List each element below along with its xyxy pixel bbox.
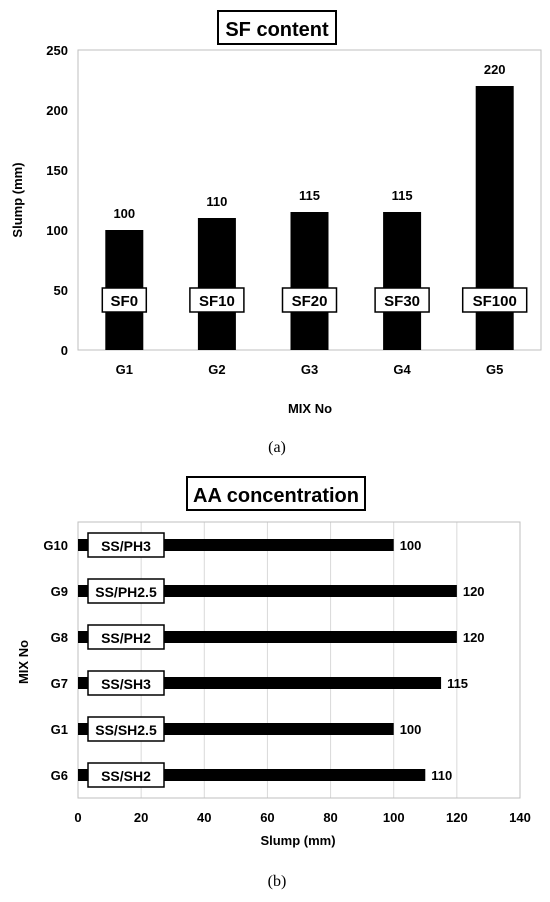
chart-b-bar — [78, 769, 426, 781]
chart-a-bar-tag: SF10 — [199, 293, 235, 310]
chart-b-bar-tag: SS/SH3 — [101, 676, 151, 692]
chart-b-x-tick-label: 140 — [509, 810, 531, 825]
chart-a-data-label: 220 — [484, 62, 506, 77]
chart-a-y-tick-label: 0 — [61, 343, 68, 358]
chart-b-y-tick-label: G6 — [51, 768, 68, 783]
chart-b-x-tick-label: 80 — [323, 810, 337, 825]
chart-b-data-label: 120 — [463, 584, 485, 599]
chart-b-data-label: 120 — [463, 630, 485, 645]
chart-b-bar — [78, 585, 457, 597]
chart-a-data-label: 115 — [392, 188, 413, 203]
chart-a-bar-tag-box — [461, 287, 528, 313]
chart-b-bar-tag-box — [87, 578, 165, 604]
chart-a-y-tick-label: 50 — [54, 283, 68, 298]
chart-a-y-tick-label: 100 — [46, 223, 68, 238]
chart-a-bar-tag: SF20 — [292, 293, 328, 310]
chart-b-bar-tag: SS/SH2.5 — [95, 722, 157, 738]
chart-b-x-tick-label: 0 — [74, 810, 81, 825]
chart-b-y-tick-label: G7 — [51, 676, 68, 691]
chart-a-bar — [383, 212, 422, 350]
chart-b-bars: 100 SS/PH3 120 SS/PH2.5 120 SS/PH2 115 SS/SH3 10… — [78, 532, 485, 788]
chart-b-y-tick-label: G1 — [51, 722, 68, 737]
chart-b-x-tick-label: 100 — [383, 810, 405, 825]
chart-b-x-tick-labels: 0 20 40 60 80 100 120 140 — [74, 810, 530, 825]
chart-b-y-tick-label: G10 — [43, 538, 68, 553]
chart-b-gridlines — [140, 522, 458, 798]
chart-b-bar-tag-box — [87, 624, 165, 650]
chart-a-x-tick-labels: G1 G2 G3 G4 G5 — [116, 362, 504, 377]
chart-a-x-tick-label: G4 — [393, 362, 411, 377]
chart-a-x-axis-label: MIX No — [288, 401, 332, 416]
chart-b-x-tick-label: 120 — [446, 810, 468, 825]
chart-a-bar — [290, 212, 329, 350]
chart-a-data-label: 115 — [299, 188, 320, 203]
chart-b-bar-tag-box — [87, 670, 165, 696]
chart-b: AA concentration 100 SS/PH3 120 SS/PH2.5 120… — [16, 476, 531, 890]
chart-b-bar-tag-box — [87, 532, 165, 558]
chart-a-caption: (a) — [268, 439, 286, 456]
chart-b-bar-tag-box — [87, 762, 165, 788]
chart-b-bar — [78, 677, 442, 689]
chart-b-x-tick-label: 60 — [260, 810, 274, 825]
chart-b-data-label: 100 — [400, 538, 422, 553]
chart-a-x-tick-label: G2 — [208, 362, 225, 377]
chart-a-bar-tag-box — [101, 287, 148, 313]
chart-b-bar-tag: SS/PH3 — [101, 538, 151, 554]
chart-a-bar-tag-box — [189, 287, 245, 313]
chart-b-plot-area — [77, 521, 521, 799]
chart-a-bar-tag: SF100 — [473, 293, 517, 310]
chart-b-title-box — [186, 476, 366, 511]
chart-b-title: AA concentration — [193, 485, 359, 507]
chart-a-x-tick-label: G5 — [486, 362, 503, 377]
chart-b-y-tick-label: G8 — [51, 630, 68, 645]
chart-b-data-label: 100 — [400, 722, 422, 737]
chart-b-bar-tag: SS/SH2 — [101, 768, 151, 784]
chart-a-title-box — [217, 10, 337, 45]
chart-a-y-tick-labels: 0 50 100 150 200 250 — [46, 43, 68, 358]
chart-a-bars: 100 SF0 110 SF10 115 SF20 115 SF30 220 SF100 — [101, 62, 528, 350]
chart-b-y-tick-label: G9 — [51, 584, 68, 599]
chart-a-x-tick-label: G1 — [116, 362, 133, 377]
chart-a-y-tick-label: 150 — [46, 163, 68, 178]
chart-b-x-axis-label: Slump (mm) — [260, 833, 335, 848]
chart-b-y-tick-labels: G10 G9 G8 G7 G1 G6 — [43, 538, 68, 783]
chart-a-bar-tag: SF30 — [384, 293, 420, 310]
chart-a-bar-tag: SF0 — [111, 293, 139, 310]
chart-a-y-tick-label: 250 — [46, 43, 68, 58]
chart-a-x-tick-label: G3 — [301, 362, 318, 377]
chart-b-bar-tag: SS/PH2 — [101, 630, 151, 646]
chart-b-y-axis-label: MIX No — [16, 640, 31, 684]
chart-b-data-label: 115 — [447, 676, 468, 691]
chart-b-bar-tag-box — [87, 716, 165, 742]
chart-a-bar-tag-box — [281, 287, 338, 313]
chart-a-bar — [197, 218, 236, 350]
chart-a-bar-tag-box — [374, 287, 430, 313]
chart-a-data-label: 100 — [113, 206, 135, 221]
chart-a-data-label: 110 — [206, 194, 227, 209]
chart-a-y-axis-label: Slump (mm) — [10, 162, 25, 237]
chart-b-x-tick-label: 20 — [134, 810, 148, 825]
chart-b-bar — [78, 631, 457, 643]
chart-b-bar-tag: SS/PH2.5 — [95, 584, 157, 600]
chart-a-title: SF content — [225, 19, 329, 41]
chart-b-x-tick-label: 40 — [197, 810, 211, 825]
chart-a: SF content 0 50 100 150 200 250 100 SF0 110 SF10… — [10, 10, 542, 456]
chart-b-caption: (b) — [268, 873, 287, 890]
chart-a-y-tick-label: 200 — [46, 103, 68, 118]
chart-b-data-label: 110 — [431, 768, 452, 783]
